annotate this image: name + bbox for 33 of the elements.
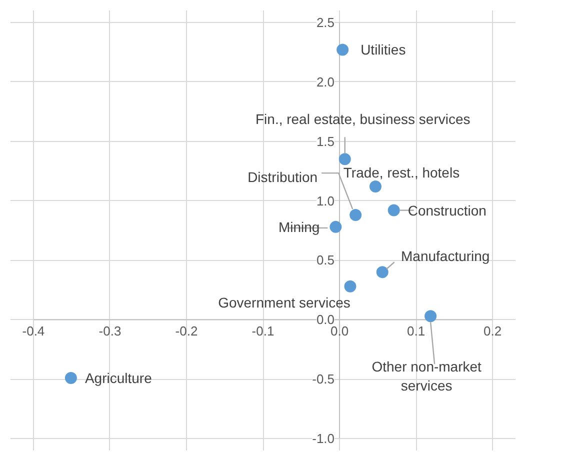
x-tick-label: 0.2 (484, 324, 502, 339)
point (336, 44, 349, 56)
point (344, 280, 356, 292)
annotation: Mining (278, 218, 320, 235)
y-tick-label: 1.5 (316, 134, 335, 149)
annotation: Manufacturing (401, 248, 490, 264)
x-tick-label: -0.1 (252, 324, 274, 339)
point (376, 266, 388, 278)
point (369, 180, 382, 192)
point (338, 153, 351, 166)
y-tick-label: -0.5 (312, 372, 335, 387)
point (388, 204, 400, 216)
point (330, 220, 342, 233)
x-tick-label: 0.1 (406, 324, 426, 339)
y-tick-label: 0.5 (316, 252, 335, 268)
y-tick-label: 2.0 (316, 74, 335, 90)
x-tick-label: -0.4 (22, 324, 45, 339)
x-tick-label: -0.3 (98, 324, 122, 339)
y-tick-label: 2.5 (316, 14, 335, 30)
annotation: Utilities (360, 42, 406, 58)
y-tick-label: 1.0 (316, 193, 335, 208)
y-tick-label: -1.0 (312, 431, 335, 446)
annotation: Government services (218, 294, 350, 310)
annotation: Distribution (248, 169, 318, 186)
x-tick-label: -0.2 (175, 324, 198, 339)
point (64, 372, 77, 384)
point (424, 310, 437, 322)
annotation: Fin., real estate, business services (255, 111, 470, 128)
annotation: Other non-market services (372, 358, 482, 394)
point (350, 209, 362, 222)
annotation: Construction (408, 202, 486, 218)
annotation: Agriculture (84, 370, 152, 386)
annotation: Trade, rest., hotels (343, 164, 460, 180)
